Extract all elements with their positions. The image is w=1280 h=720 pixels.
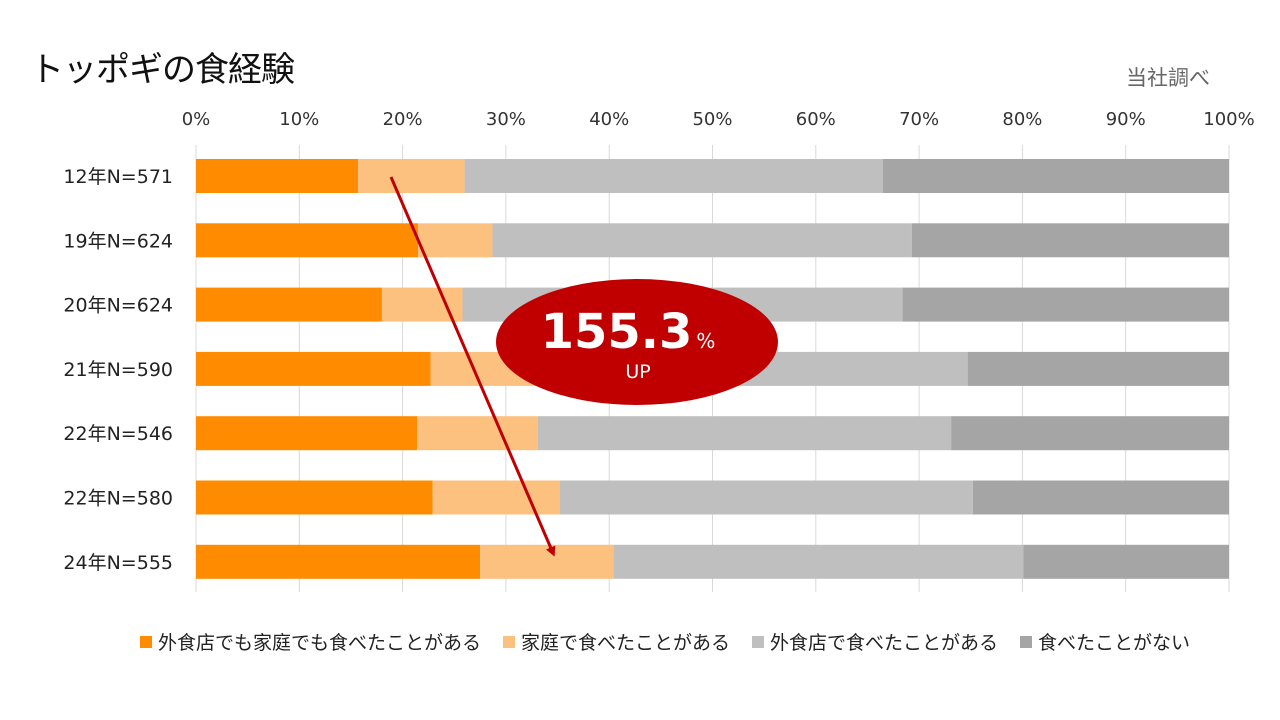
bar-segment-s0-r4 [196,416,418,451]
callout-ellipse [496,279,778,405]
bar-segment-s2-r5 [559,480,973,515]
legend-item: 食べたことがない [1020,628,1190,655]
x-tick-label: 0% [182,109,211,130]
legend-swatch [1020,635,1033,648]
x-tick-label: 10% [279,109,319,130]
bar-segment-s1-r1 [418,223,493,258]
x-tick-label: 20% [383,109,423,130]
x-axis-ticks: 0% 10% 20% 30% 40% 50% 60% 70% 80% 90% 100% [182,109,1255,130]
bar-segment-s1-r6 [480,544,614,579]
category-label: 22年N=580 [63,488,173,510]
bar-segment-s0-r6 [196,544,481,579]
legend-swatch [752,635,765,648]
source-note: 当社調べ [1126,66,1210,90]
bar-segment-s0-r2 [196,287,382,322]
category-label: 19年N=624 [63,230,173,252]
bar-segment-s0-r1 [196,223,419,258]
bar-segment-s3-r0 [882,159,1229,193]
legend: 外食店でも家庭でも食べたことがある 家庭で食べたことがある 外食店で食べたことがある… [140,628,1190,655]
bar-segment-s1-r0 [358,159,465,193]
x-tick-label: 90% [1106,109,1146,130]
stacked-bar-chart: 0% 10% 20% 30% 40% 50% 60% 70% 80% 90% 100% 12年N=5… [63,109,1255,592]
callout-value: 155.3% [541,304,716,360]
x-tick-label: 50% [692,109,732,130]
bar-segment-s2-r1 [492,223,912,258]
annotations: 155.3% UP [389,176,778,557]
x-tick-label: 60% [796,109,836,130]
category-label: 12年N=571 [63,166,173,188]
legend-swatch [140,635,152,648]
legend-label: 外食店で食べたことがある [770,632,999,654]
x-tick-label: 80% [1002,109,1042,130]
bar-segment-s1-r2 [381,287,463,322]
legend-item: 外食店で食べたことがある [752,628,998,655]
x-tick-label: 100% [1203,109,1254,130]
bar-segment-s3-r6 [1023,544,1229,579]
bar-segment-s0-r5 [196,480,433,515]
bar-segment-s1-r5 [432,480,560,515]
x-tick-label: 30% [486,109,526,130]
legend-item: 家庭で食べたことがある [503,628,730,655]
legend-label: 家庭で食べたことがある [521,632,731,654]
bar-segment-s2-r6 [613,544,1024,579]
bar-segment-s3-r4 [951,416,1229,451]
x-tick-label: 70% [899,109,939,130]
bar-segment-s0-r0 [196,159,359,193]
y-axis-categories: 12年N=571 19年N=624 20年N=624 21年N=590 22年N=546… [63,166,173,574]
callout-unit: % [696,329,715,353]
legend-swatch [503,635,516,648]
bar-segment-s2-r0 [464,159,883,193]
category-label: 24年N=555 [63,552,173,574]
legend-item: 外食店でも家庭でも食べたことがある [140,628,481,655]
chart-title: トッポギの食経験 [30,50,295,90]
callout-label: UP [625,361,650,383]
bar-segment-s3-r1 [911,223,1229,258]
bar-segment-s3-r5 [972,480,1229,515]
bar-segment-s3-r3 [967,351,1229,386]
x-tick-label: 40% [589,109,629,130]
category-label: 22年N=546 [63,423,173,445]
bar-segment-s0-r3 [196,351,431,386]
legend-label: 外食店でも家庭でも食べたことがある [158,632,482,654]
legend-label: 食べたことがない [1038,632,1191,654]
category-label: 21年N=590 [63,359,173,381]
bar-segment-s2-r4 [537,416,952,451]
category-label: 20年N=624 [63,295,173,317]
trend-arrow [389,176,556,557]
bar-segment-s1-r4 [417,416,538,451]
bar-segment-s3-r2 [902,287,1229,322]
